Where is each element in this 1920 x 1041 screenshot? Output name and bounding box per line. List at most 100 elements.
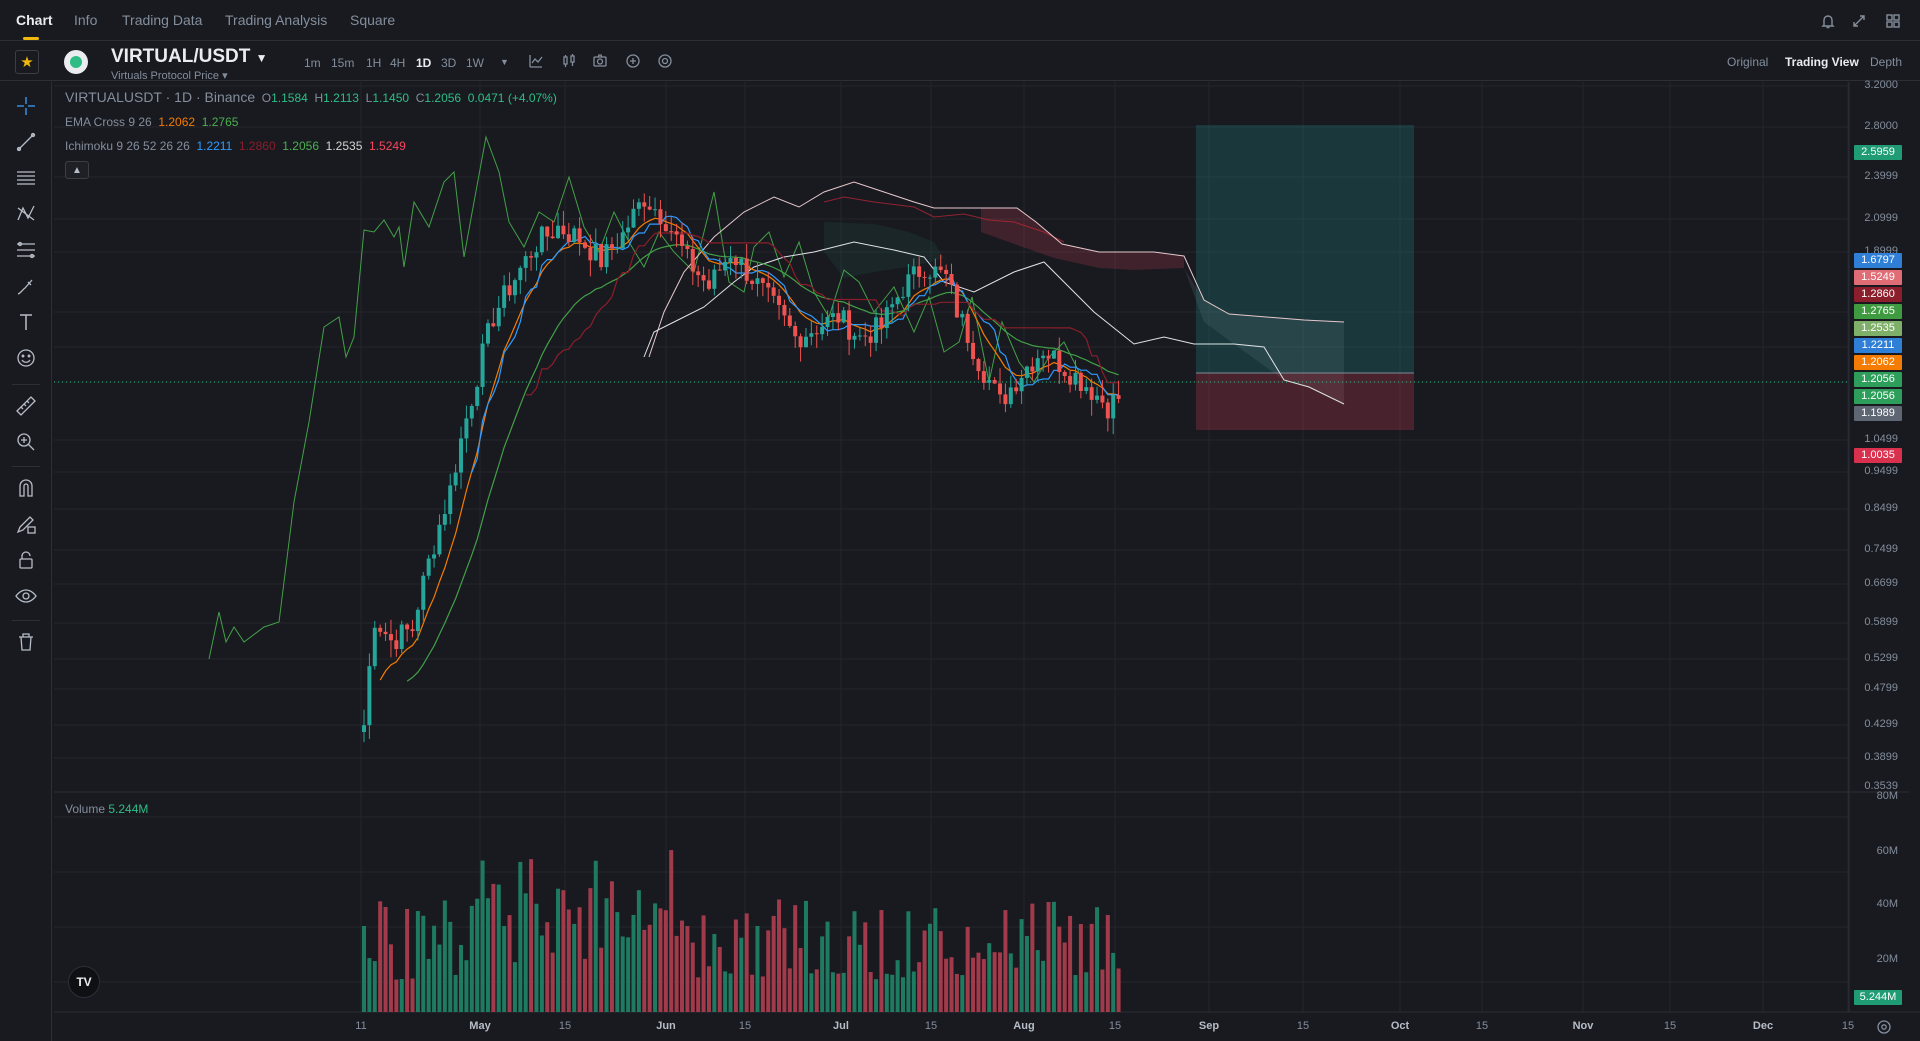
coin-logo — [64, 50, 88, 74]
candle-body — [642, 202, 647, 207]
volume-bar — [432, 925, 437, 1012]
add-circle-icon[interactable] — [625, 53, 641, 69]
volume-bar — [944, 958, 949, 1012]
volume-bar — [938, 931, 943, 1012]
price-badge: 1.2535 — [1854, 321, 1902, 336]
candle-body — [852, 335, 857, 340]
time-axis-label: 15 — [1663, 1020, 1677, 1032]
volume-bar — [857, 944, 862, 1012]
volume-bar — [965, 926, 970, 1012]
candle-body — [868, 336, 873, 343]
candle-body — [550, 236, 555, 239]
tradingview-logo[interactable]: TV — [68, 966, 100, 998]
timeframe-15m[interactable]: 15m — [331, 56, 355, 70]
settings-gear-icon[interactable] — [657, 53, 673, 69]
volume-bar — [491, 883, 496, 1012]
draw-lock-icon[interactable] — [14, 512, 38, 536]
fib-retracement-icon[interactable] — [14, 238, 38, 262]
chart-area[interactable]: VIRTUALUSDT · 1D · Binance O1.1584 H1.21… — [54, 79, 1920, 1041]
lock-icon[interactable] — [14, 548, 38, 572]
timeframe-more-chevron-icon[interactable]: ▼ — [500, 57, 509, 67]
ichimoku-cloud-bullish — [824, 222, 944, 278]
volume-bar — [701, 915, 706, 1012]
bell-icon[interactable] — [1819, 12, 1837, 30]
ema-legend[interactable]: EMA Cross 9 26 1.2062 1.2765 — [65, 115, 239, 129]
candle-body — [744, 258, 749, 281]
volume-bar — [512, 962, 517, 1012]
candle-body — [685, 245, 690, 249]
candle-body — [388, 634, 393, 641]
volume-bar — [647, 924, 652, 1012]
indicator-icon[interactable] — [528, 53, 544, 69]
collapse-legend-chevron-up-icon[interactable]: ▲ — [65, 161, 89, 179]
candle-body — [1051, 350, 1056, 359]
price-axis-label: 0.3539 — [1864, 780, 1898, 792]
ichimoku-cloud-bearish — [981, 208, 1184, 270]
candle-body — [1024, 366, 1029, 378]
price-axis-label: 0.6699 — [1864, 577, 1898, 589]
time-axis-label: Dec — [1752, 1020, 1774, 1032]
candle-body — [938, 266, 943, 270]
candle-body — [1014, 387, 1019, 392]
time-axis-label: 15 — [738, 1020, 752, 1032]
text-tool-icon[interactable] — [14, 310, 38, 334]
volume-bar — [712, 934, 717, 1012]
volume-bar — [739, 937, 744, 1012]
time-axis-label: Sep — [1198, 1020, 1220, 1032]
tab-info[interactable]: Info — [74, 12, 98, 28]
emoji-icon[interactable] — [14, 346, 38, 370]
tab-chart[interactable]: Chart — [16, 12, 53, 28]
candle-body — [733, 258, 738, 266]
candle-body — [701, 275, 706, 281]
eye-icon[interactable] — [14, 584, 38, 608]
volume-bar — [960, 975, 965, 1012]
crosshair-icon[interactable] — [14, 94, 38, 118]
time-axis-label: 15 — [1108, 1020, 1122, 1032]
candle-body — [1019, 377, 1024, 392]
tool-separator — [12, 466, 40, 467]
pair-subtitle[interactable]: Virtuals Protocol Price ▾ — [111, 70, 228, 82]
brush-icon[interactable] — [14, 274, 38, 298]
chart-canvas[interactable] — [54, 82, 1920, 1041]
pair-selector[interactable]: VIRTUAL/USDT ▼ — [111, 46, 268, 67]
trend-line-icon[interactable] — [14, 130, 38, 154]
timeframe-1d[interactable]: 1D — [416, 56, 432, 70]
ichimoku-legend[interactable]: Ichimoku 9 26 52 26 26 1.2211 1.2860 1.2… — [65, 139, 406, 153]
timeframe-1m[interactable]: 1m — [304, 56, 321, 70]
candle-body — [911, 266, 916, 275]
camera-icon[interactable] — [592, 53, 608, 69]
timeframe-3d[interactable]: 3D — [441, 56, 457, 70]
layout-icon[interactable] — [1884, 12, 1902, 30]
price-badge: 2.5959 — [1854, 145, 1902, 160]
tab-trading-analysis[interactable]: Trading Analysis — [225, 12, 328, 28]
expand-icon[interactable] — [1850, 12, 1868, 30]
trash-icon[interactable] — [14, 630, 38, 654]
pattern-icon[interactable] — [14, 202, 38, 226]
candle-body — [556, 225, 561, 239]
volume-bar — [593, 860, 598, 1012]
candle-body — [410, 629, 415, 632]
tab-trading-data[interactable]: Trading Data — [122, 12, 203, 28]
horizontal-lines-icon[interactable] — [14, 166, 38, 190]
timeframe-1w[interactable]: 1W — [466, 56, 484, 70]
view-trading-view[interactable]: Trading View — [1785, 55, 1859, 69]
price-axis-label: 0.4299 — [1864, 718, 1898, 730]
view-original[interactable]: Original — [1727, 55, 1769, 69]
chart-type-icon[interactable] — [561, 53, 577, 69]
tab-square[interactable]: Square — [350, 12, 396, 28]
candle-body — [615, 248, 620, 250]
candle-body — [539, 226, 544, 253]
favorite-star-icon[interactable]: ★ — [15, 50, 39, 74]
volume-bar — [696, 977, 701, 1012]
view-depth[interactable]: Depth — [1870, 55, 1903, 69]
candle-body — [1084, 387, 1089, 391]
chart-settings-icon[interactable] — [1876, 1019, 1892, 1035]
ruler-icon[interactable] — [14, 394, 38, 418]
timeframe-1h[interactable]: 1H — [366, 56, 382, 70]
timeframe-4h[interactable]: 4H — [390, 56, 406, 70]
zoom-in-icon[interactable] — [14, 430, 38, 454]
candle-body — [917, 266, 922, 277]
volume-bar — [1057, 926, 1062, 1012]
magnet-icon[interactable] — [14, 476, 38, 500]
candle-body — [512, 280, 517, 296]
